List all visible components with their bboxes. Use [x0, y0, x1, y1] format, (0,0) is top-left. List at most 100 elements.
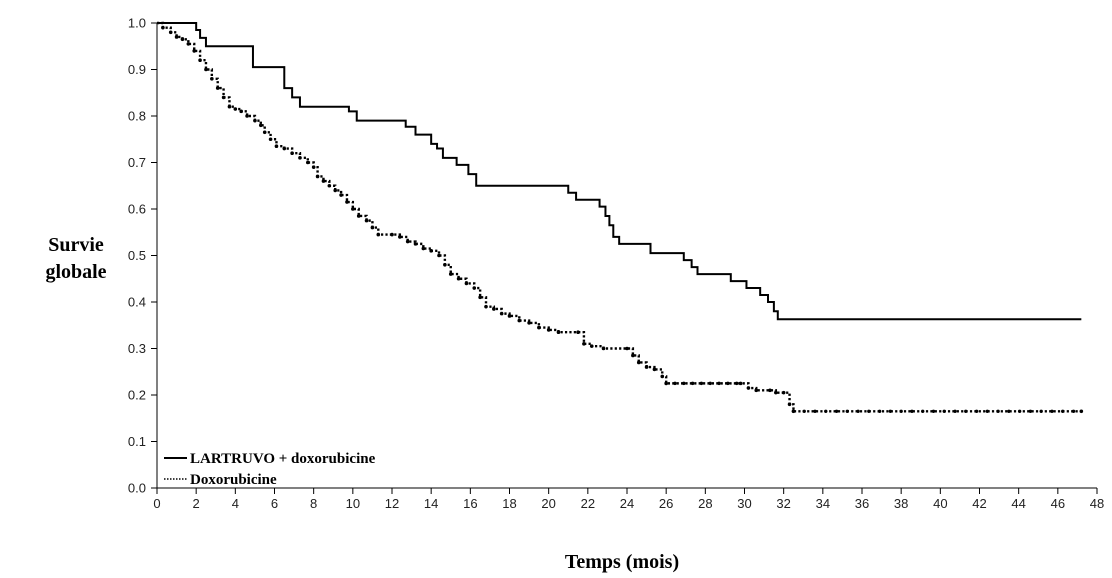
series-point-doxorubicine [492, 307, 496, 311]
x-tick-label: 14 [424, 496, 438, 511]
series-point-doxorubicine [210, 77, 214, 81]
series-point-doxorubicine [239, 109, 244, 114]
censor-mark-doxorubicine [931, 409, 936, 413]
series-point-doxorubicine [376, 232, 381, 237]
series-point-doxorubicine [390, 232, 394, 237]
x-tick-label: 40 [933, 496, 947, 511]
censor-mark-doxorubicine [910, 409, 914, 413]
series-point-doxorubicine [472, 286, 477, 290]
series-point-doxorubicine [274, 144, 279, 149]
x-tick-label: 20 [541, 496, 555, 511]
series-point-doxorubicine [227, 104, 232, 109]
series-point-doxorubicine [746, 386, 751, 390]
series-point-doxorubicine [478, 295, 482, 300]
censor-mark-doxorubicine [964, 409, 968, 413]
series-point-doxorubicine [233, 107, 238, 111]
series-point-doxorubicine [161, 25, 165, 30]
series-point-doxorubicine [484, 304, 488, 309]
series-point-doxorubicine [464, 281, 469, 286]
series-point-doxorubicine [198, 58, 202, 62]
series-point-doxorubicine [215, 86, 220, 90]
y-axis-title-line-2: globale [45, 261, 106, 283]
series-point-doxorubicine [527, 321, 531, 325]
series-point-doxorubicine [456, 276, 461, 281]
series-point-doxorubicine [738, 381, 743, 386]
censor-mark-doxorubicine [824, 409, 828, 413]
censor-mark-doxorubicine [664, 381, 668, 386]
x-tick-label: 30 [737, 496, 751, 511]
series-point-doxorubicine [168, 30, 173, 35]
y-tick-label: 0.1 [128, 434, 146, 449]
censor-mark-doxorubicine [867, 409, 871, 413]
y-tick-label: 0.4 [128, 295, 146, 310]
y-tick-label: 1.0 [128, 16, 146, 31]
x-tick-label: 32 [776, 496, 790, 511]
x-tick-label: 10 [346, 496, 360, 511]
y-tick-label: 0.9 [128, 62, 146, 77]
series-point-doxorubicine [754, 388, 759, 393]
x-tick-label: 26 [659, 496, 673, 511]
x-tick-label: 48 [1090, 496, 1104, 511]
series-point-doxorubicine [282, 146, 287, 151]
series-point-doxorubicine [631, 353, 635, 358]
series-point-doxorubicine [413, 242, 418, 246]
series-point-doxorubicine [601, 346, 606, 351]
x-tick-label: 18 [502, 496, 516, 511]
series-point-doxorubicine [364, 218, 369, 223]
x-tick-label: 38 [894, 496, 908, 511]
series-point-doxorubicine [204, 67, 208, 72]
series-point-doxorubicine [345, 200, 349, 204]
series-point-doxorubicine [556, 330, 561, 335]
series-point-doxorubicine [305, 160, 310, 165]
censor-mark-doxorubicine [699, 381, 704, 386]
series-point-doxorubicine [290, 151, 294, 155]
series-point-doxorubicine [774, 390, 778, 395]
x-tick-label: 36 [855, 496, 869, 511]
x-tick-label: 42 [972, 496, 986, 511]
censor-mark-doxorubicine [813, 409, 817, 413]
legend-label-lartruvo-doxorubicine: LARTRUVO + doxorubicine [190, 451, 376, 467]
x-tick-label: 16 [463, 496, 477, 511]
x-tick-label: 24 [620, 496, 634, 511]
series-point-doxorubicine [781, 390, 786, 395]
censor-mark-doxorubicine [974, 409, 979, 413]
legend-label-doxorubicine: Doxorubicine [190, 472, 277, 488]
series-point-doxorubicine [356, 214, 361, 218]
series-point-doxorubicine [787, 402, 792, 407]
series-point-doxorubicine [636, 360, 641, 365]
series-point-doxorubicine [174, 35, 179, 39]
censor-mark-doxorubicine [985, 409, 990, 413]
series-point-doxorubicine [576, 330, 580, 335]
series-point-doxorubicine [298, 156, 302, 160]
series-point-doxorubicine [429, 249, 433, 253]
y-tick-label: 0.8 [128, 109, 146, 124]
series-point-doxorubicine [253, 118, 257, 123]
censor-mark-doxorubicine [708, 381, 712, 386]
x-tick-label: 6 [271, 496, 278, 511]
censor-mark-doxorubicine [845, 409, 850, 413]
censor-mark-doxorubicine [1017, 409, 1022, 413]
censor-mark-doxorubicine [1061, 409, 1065, 413]
x-tick-label: 12 [385, 496, 399, 511]
series-point-doxorubicine [437, 253, 441, 258]
x-axis-title: Temps (mois) [565, 551, 679, 573]
censor-mark-doxorubicine [953, 409, 957, 413]
series-point-doxorubicine [589, 344, 594, 348]
series-point-doxorubicine [315, 174, 320, 179]
y-tick-label: 0.3 [128, 341, 146, 356]
series-line-lartruvo-doxorubicine [157, 22, 1082, 321]
series-point-doxorubicine [644, 365, 649, 369]
x-tick-label: 46 [1051, 496, 1065, 511]
series-point-doxorubicine [262, 130, 267, 135]
series-point-doxorubicine [443, 263, 447, 267]
censor-mark-doxorubicine [673, 381, 677, 386]
series-point-doxorubicine [499, 311, 504, 316]
series-point-doxorubicine [221, 95, 226, 100]
series-point-doxorubicine [245, 114, 249, 118]
censor-mark-doxorubicine [726, 381, 730, 386]
series-point-doxorubicine [625, 346, 629, 351]
series-point-doxorubicine [546, 328, 551, 332]
series-point-doxorubicine [258, 123, 263, 128]
series-point-doxorubicine [327, 183, 332, 188]
